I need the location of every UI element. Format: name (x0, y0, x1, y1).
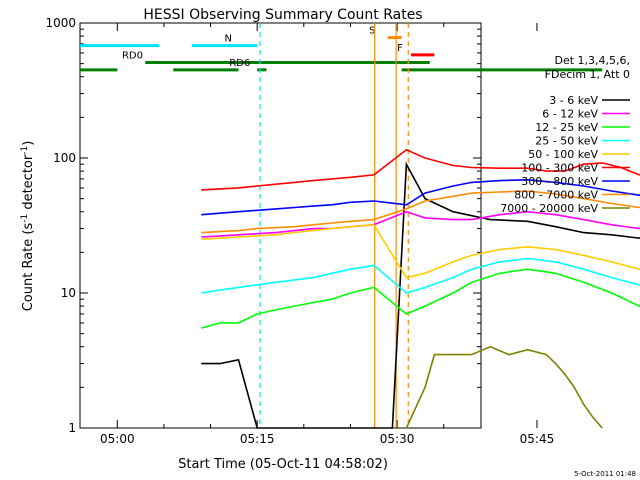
legend-label: 300 - 800 keV (521, 175, 598, 188)
legend-header-line-2: FDecim 1, Att 0 (545, 68, 630, 81)
series-line (201, 223, 640, 279)
flag-label: N (225, 34, 232, 45)
plot-area: 05:0005:1505:3005:4506:0006:1506:3011010… (45, 16, 640, 446)
y-axis-label-sup2: -1 (20, 146, 30, 155)
y-axis-label-sup1: -1 (20, 214, 30, 223)
flag-label: S (369, 26, 375, 37)
flag-label: F (397, 43, 403, 54)
series-group (200, 148, 640, 429)
legend-label: 25 - 50 keV (535, 135, 598, 148)
y-axis-label: Count Rate (s-1 detector-1) (20, 141, 36, 312)
y-axis-label-main: Count Rate (s (21, 223, 36, 312)
legend-label: 800 - 7000 keV (514, 189, 598, 202)
x-tick-label: 05:45 (520, 432, 555, 446)
y-tick-label: 1000 (45, 16, 76, 30)
y-axis-label-mid: detector (21, 154, 36, 214)
legend-label: 7000 - 20000 keV (500, 202, 598, 215)
x-tick-label: 05:00 (100, 432, 135, 446)
status-flags: N S F RD0 RD6 (80, 26, 603, 72)
series-line (201, 178, 640, 216)
legend: Det 1,3,4,5,6, FDecim 1, Att 0 3 - 6 keV… (500, 54, 630, 215)
series-line (405, 345, 603, 429)
legend-header-line-1: Det 1,3,4,5,6, (554, 54, 630, 67)
series-line (201, 148, 640, 191)
y-tick-label: 10 (61, 286, 76, 300)
y-tick-label: 100 (53, 151, 76, 165)
x-axis-label: Start Time (05-Oct-11 04:58:02) (178, 457, 388, 472)
series-line (201, 210, 640, 238)
plot-frame (79, 22, 482, 429)
series-line (201, 190, 640, 234)
footer-timestamp: 5-Oct-2011 01:48 (574, 470, 636, 478)
x-tick-label: 05:15 (240, 432, 275, 446)
legend-label: 12 - 25 keV (535, 121, 598, 134)
series-line (200, 268, 640, 329)
legend-label: 100 - 300 keV (521, 162, 598, 175)
y-tick-label: 1 (68, 421, 76, 435)
series-line (201, 161, 640, 429)
flag-label: RD0 (122, 50, 143, 61)
vertical-marker-lines (259, 23, 409, 428)
legend-label: 50 - 100 keV (528, 148, 598, 161)
series-line (201, 257, 640, 294)
axis-ticks: 05:0005:1505:3005:4506:0006:1506:3011010… (45, 16, 555, 446)
x-tick-label: 05:30 (380, 432, 415, 446)
legend-label: 6 - 12 keV (542, 108, 598, 121)
legend-label: 3 - 6 keV (549, 94, 598, 107)
y-axis-label-end: ) (21, 141, 36, 146)
chart-title: HESSI Observing Summary Count Rates (143, 7, 422, 23)
flag-label: RD6 (229, 58, 250, 69)
